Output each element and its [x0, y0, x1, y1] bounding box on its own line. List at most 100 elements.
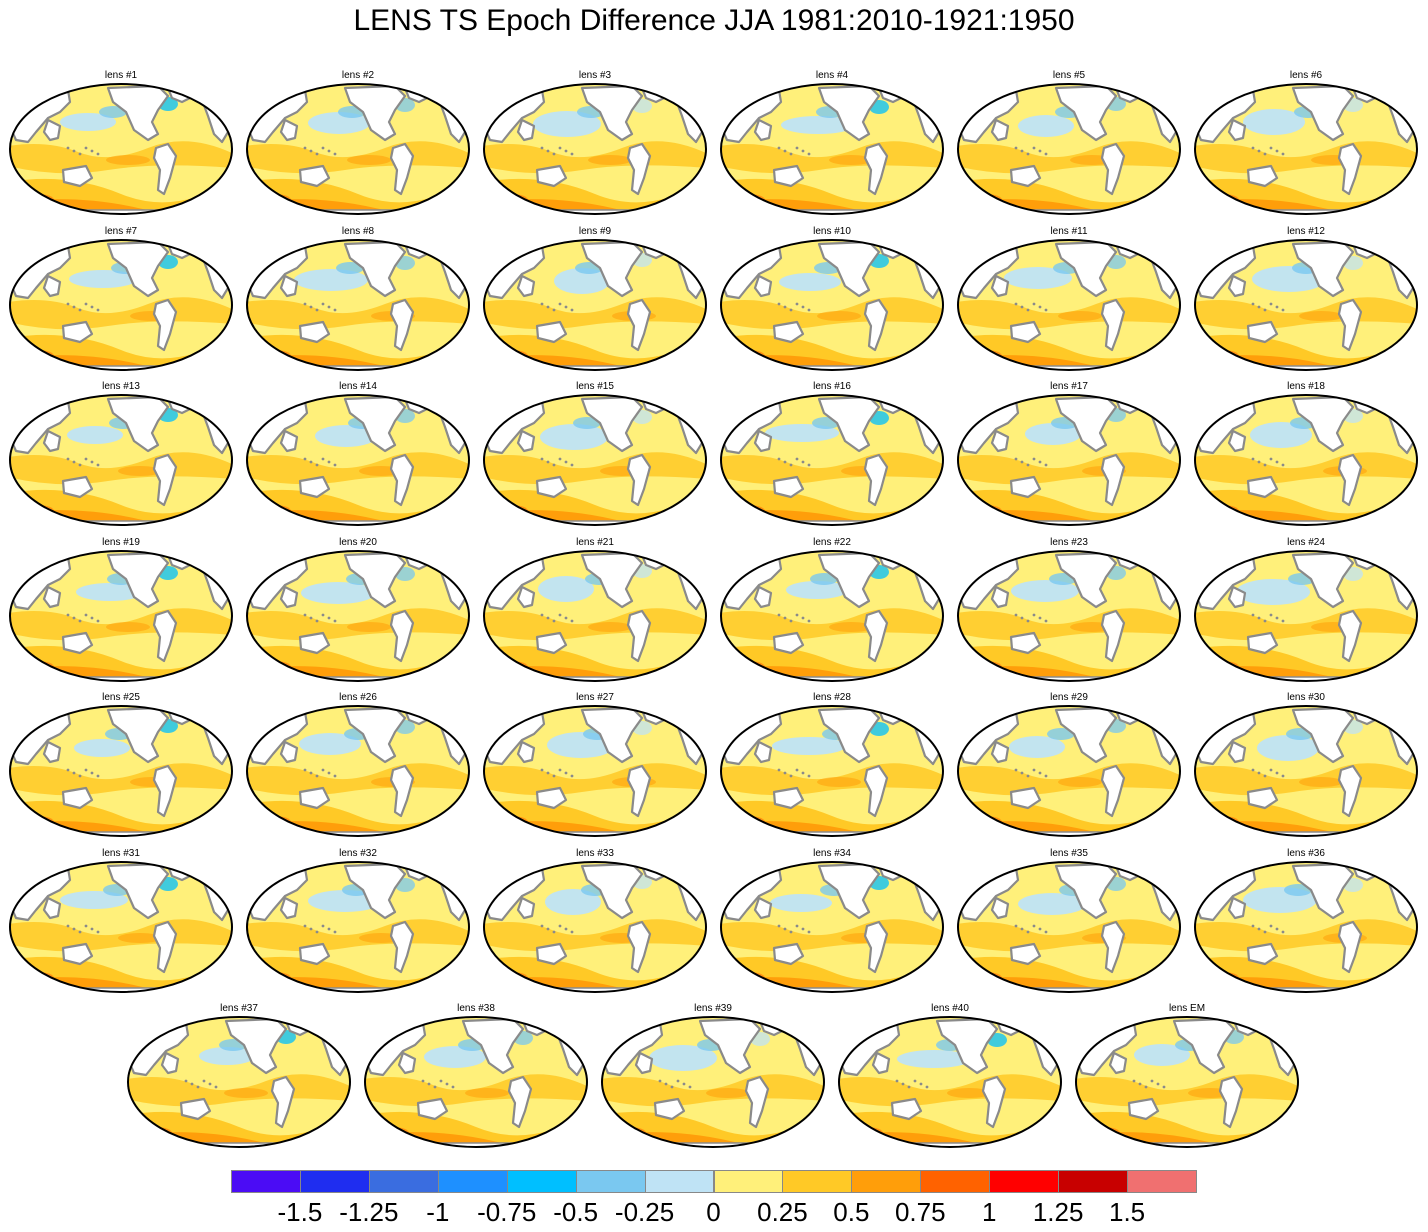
colorbar-swatch	[644, 1170, 715, 1193]
map-panel: lens #19	[8, 537, 234, 683]
colorbar-swatch	[437, 1170, 508, 1193]
panel-label: lens #28	[813, 692, 851, 703]
world-map	[246, 861, 470, 993]
world-map	[1194, 861, 1418, 993]
panel-label: lens #22	[813, 537, 851, 548]
world-map	[483, 394, 707, 526]
map-panel: lens #14	[245, 381, 471, 527]
world-map	[601, 1016, 825, 1148]
world-map	[957, 83, 1181, 215]
colorbar-tick-label: -0.5	[553, 1197, 599, 1227]
map-panel: lens #32	[245, 848, 471, 994]
colorbar-swatch	[851, 1170, 922, 1193]
colorbar	[231, 1170, 1197, 1195]
map-panel: lens #12	[1193, 226, 1419, 372]
panel-label: lens #18	[1287, 381, 1325, 392]
colorbar-tick-label: 0.25	[757, 1197, 808, 1227]
colorbar-tick-label: -0.75	[477, 1197, 537, 1227]
world-map	[957, 239, 1181, 371]
panel-label: lens #6	[1289, 70, 1323, 81]
panel-label: lens #33	[576, 848, 614, 859]
world-map	[1075, 1016, 1299, 1148]
map-panel: lens #22	[719, 537, 945, 683]
panel-label: lens #35	[1050, 848, 1088, 859]
panel-label: lens #34	[813, 848, 851, 859]
map-panel: lens #13	[8, 381, 234, 527]
world-map	[9, 705, 233, 837]
map-panel: lens #29	[956, 692, 1182, 838]
panel-label: lens #23	[1050, 537, 1088, 548]
map-panel: lens #27	[482, 692, 708, 838]
world-map	[720, 83, 944, 215]
map-panel: lens #18	[1193, 381, 1419, 527]
world-map	[483, 239, 707, 371]
colorbar-swatch	[782, 1170, 853, 1193]
panel-label: lens #30	[1287, 692, 1325, 703]
map-panel: lens #28	[719, 692, 945, 838]
world-map	[1194, 83, 1418, 215]
world-map	[720, 705, 944, 837]
map-panel: lens #7	[8, 226, 234, 372]
colorbar-swatch	[1127, 1170, 1197, 1193]
panel-label: lens #14	[339, 381, 377, 392]
map-panel: lens #38	[363, 1003, 589, 1149]
map-panel: lens #24	[1193, 537, 1419, 683]
map-panel: lens #21	[482, 537, 708, 683]
colorbar-tick-label: 1.5	[1108, 1197, 1146, 1227]
map-panel: lens #15	[482, 381, 708, 527]
world-map	[483, 550, 707, 682]
map-panel: lens #2	[245, 70, 471, 216]
panel-label: lens EM	[1168, 1003, 1206, 1014]
map-panel: lens #10	[719, 226, 945, 372]
panel-label: lens #37	[220, 1003, 258, 1014]
map-panel: lens #23	[956, 537, 1182, 683]
world-map	[9, 550, 233, 682]
map-panel: lens EM	[1074, 1003, 1300, 1149]
colorbar-swatch	[989, 1170, 1060, 1193]
panel-label: lens #25	[102, 692, 140, 703]
panel-label: lens #16	[813, 381, 851, 392]
panel-label: lens #38	[457, 1003, 495, 1014]
world-map	[957, 861, 1181, 993]
world-map	[364, 1016, 588, 1148]
world-map	[246, 550, 470, 682]
page-title: LENS TS Epoch Difference JJA 1981:2010-1…	[353, 4, 1075, 37]
map-panel: lens #31	[8, 848, 234, 994]
colorbar-swatch	[368, 1170, 439, 1193]
map-panel: lens #39	[600, 1003, 826, 1149]
panel-label: lens #3	[578, 70, 612, 81]
panel-label: lens #32	[339, 848, 377, 859]
colorbar-swatch	[231, 1170, 301, 1193]
panel-label: lens #27	[576, 692, 614, 703]
colorbar-tick-label: -1.25	[339, 1197, 399, 1227]
panel-label: lens #29	[1050, 692, 1088, 703]
colorbar-tick-label: -1.5	[277, 1197, 323, 1227]
panel-label: lens #19	[102, 537, 140, 548]
world-map	[9, 861, 233, 993]
world-map	[9, 83, 233, 215]
colorbar-tick-label: 1.25	[1032, 1197, 1084, 1227]
map-panel: lens #1	[8, 70, 234, 216]
panel-label: lens #17	[1050, 381, 1088, 392]
colorbar-swatch	[506, 1170, 577, 1193]
world-map	[1194, 394, 1418, 526]
world-map	[720, 550, 944, 682]
colorbar-tick-label: 0	[706, 1197, 721, 1227]
world-map	[9, 239, 233, 371]
panel-label: lens #31	[102, 848, 140, 859]
map-panel: lens #16	[719, 381, 945, 527]
map-panel: lens #37	[126, 1003, 352, 1149]
panel-label: lens #11	[1050, 226, 1088, 237]
world-map	[957, 705, 1181, 837]
panel-label: lens #39	[694, 1003, 732, 1014]
colorbar-swatch	[713, 1170, 784, 1193]
map-panel: lens #5	[956, 70, 1182, 216]
colorbar-swatch	[920, 1170, 991, 1193]
panel-label: lens #8	[341, 226, 375, 237]
panel-label: lens #24	[1287, 537, 1325, 548]
colorbar-tick-label: -0.25	[614, 1197, 675, 1227]
panel-label: lens #4	[815, 70, 849, 81]
world-map	[246, 394, 470, 526]
colorbar-swatch	[1058, 1170, 1129, 1193]
panel-label: lens #1	[104, 70, 138, 81]
